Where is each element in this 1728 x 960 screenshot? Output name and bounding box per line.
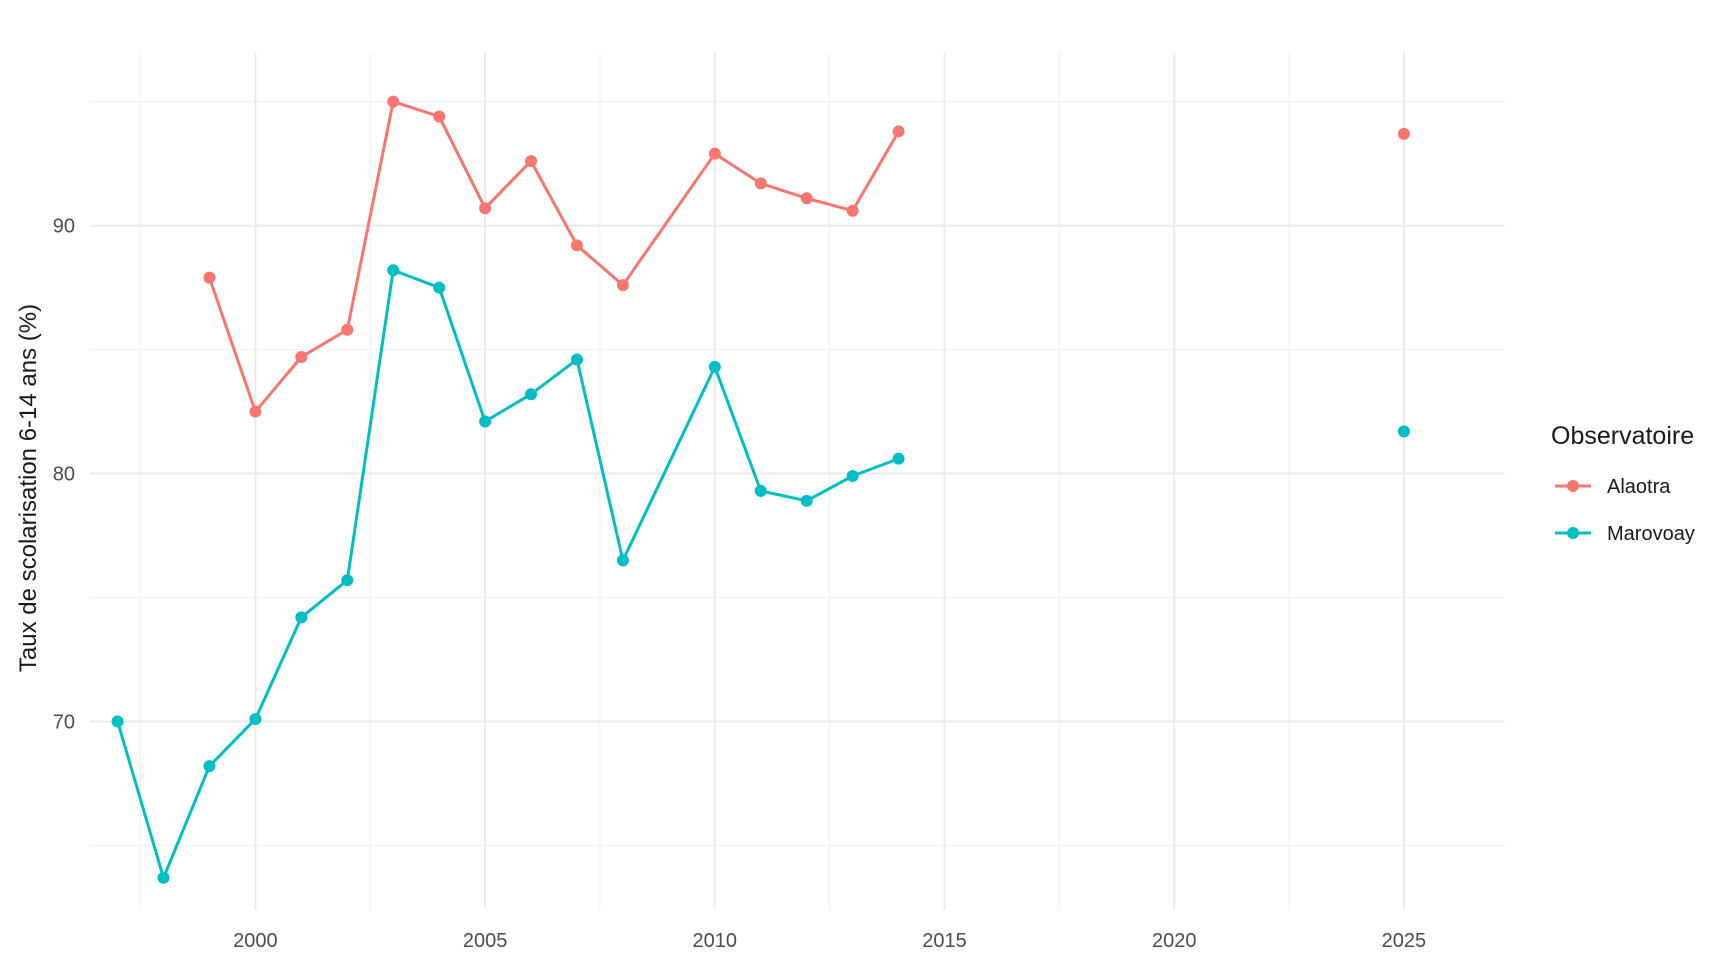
x-tick-label: 2020 [1152,930,1197,952]
data-point [800,192,813,205]
data-point [203,271,216,284]
data-point [754,177,767,190]
data-point [249,405,262,418]
series-layer [111,95,1410,884]
y-tick-label: 90 [53,216,75,238]
data-point [295,351,308,364]
data-point [341,323,354,336]
data-point [754,484,767,497]
y-axis-title: Taux de scolarisation 6-14 ans (%) [15,304,42,672]
legend-items: Alaotra Marovoay [1555,476,1695,545]
x-tick-label: 2010 [693,930,738,952]
data-point [249,713,262,726]
data-point [203,760,216,773]
series-marovoay [111,264,1410,884]
series-line [207,100,901,414]
series-alaotra [203,95,1410,418]
data-point [111,715,124,728]
data-point [295,611,308,624]
data-point [479,202,492,215]
x-tick-label: 2000 [233,930,278,952]
x-tick-label: 2025 [1382,930,1427,952]
legend-title: Observatoire [1551,422,1694,450]
data-point [387,264,400,277]
x-tick-label: 2005 [463,930,508,952]
legend-key-point [1567,480,1579,492]
data-point [616,554,629,567]
x-tick-label: 2015 [922,930,967,952]
legend: Observatoire Alaotra Marovoay [1551,422,1695,545]
data-point [157,871,170,884]
x-axis-tick-labels: 2000 2005 2010 2015 2020 2025 [233,930,1426,952]
minor-gridlines [90,52,1505,910]
data-point [525,155,538,168]
data-point [570,353,583,366]
data-point [846,204,859,217]
y-axis-tick-labels: 70 80 90 [53,216,75,734]
data-point [616,279,629,292]
legend-key-point [1567,527,1579,539]
data-point [479,415,492,428]
data-point [525,388,538,401]
data-point [800,494,813,507]
data-point [1397,425,1410,438]
data-point [708,147,721,160]
data-point [892,452,905,465]
y-tick-label: 70 [53,712,75,734]
data-point [1397,127,1410,140]
data-point [708,360,721,373]
series-line [116,268,901,880]
major-gridlines [90,52,1505,910]
data-point [570,239,583,252]
legend-label: Marovoay [1607,523,1695,545]
legend-label: Alaotra [1607,476,1671,498]
data-point [433,110,446,123]
y-tick-label: 80 [53,464,75,486]
data-point [433,281,446,294]
data-point [892,125,905,138]
data-point [846,470,859,483]
data-point [341,574,354,587]
data-point [387,95,400,108]
